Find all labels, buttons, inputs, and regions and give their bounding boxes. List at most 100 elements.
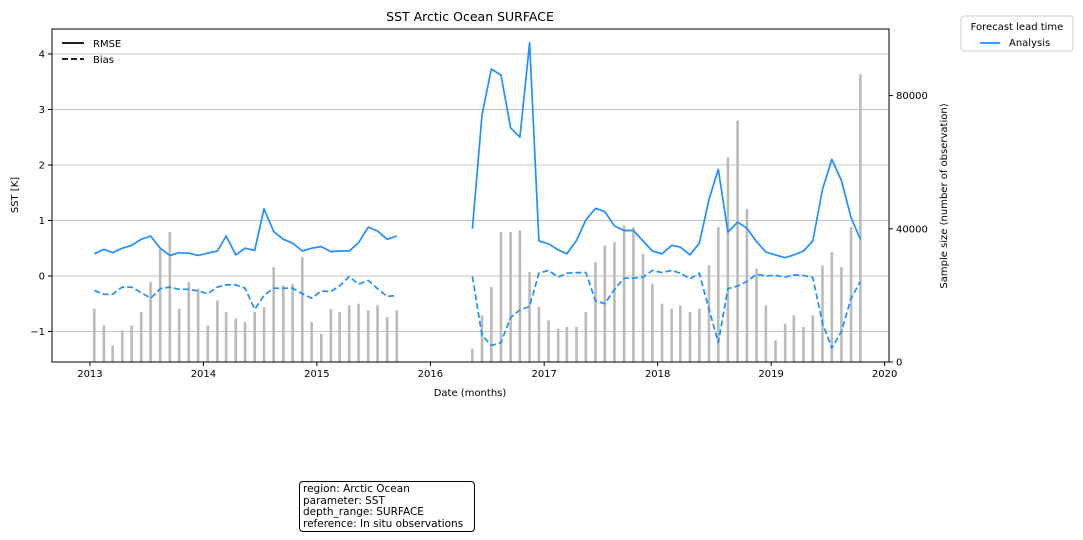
sample-size-bar (859, 73, 862, 362)
sample-size-bar (792, 315, 796, 362)
sample-size-bar (783, 323, 787, 362)
sample-size-bar (234, 318, 238, 362)
x-tick-label: 2018 (645, 369, 670, 380)
sample-size-bar (821, 265, 824, 362)
sample-size-bar (480, 315, 484, 362)
sample-size-bar (385, 317, 389, 362)
rmse-line (93, 207, 398, 257)
sample-size-bar (698, 308, 701, 362)
style-legend: RMSE Bias (62, 39, 121, 66)
sample-size-bar (187, 282, 191, 362)
y-axis-ticks: −1 0 1 2 3 4 (30, 49, 52, 338)
x-tick-label: 2014 (191, 369, 216, 380)
sample-size-bar (509, 232, 512, 362)
sample-size-bar (158, 248, 162, 362)
sample-size-bar (811, 315, 815, 362)
sample-size-bar (224, 312, 228, 362)
bias-line (471, 269, 862, 349)
sample-size-bar (707, 265, 711, 362)
sample-size-bar (300, 257, 304, 362)
y-tick-label: 4 (39, 49, 45, 60)
sample-size-bar (528, 272, 531, 362)
sample-size-bar (717, 227, 720, 362)
sample-size-bar (641, 253, 645, 362)
sample-size-bar (291, 283, 294, 362)
sample-size-bar (216, 300, 219, 362)
sample-size-bar (366, 310, 370, 362)
sample-size-bar (670, 308, 673, 362)
x-tick-label: 2016 (418, 369, 443, 380)
x-tick-label: 2020 (872, 369, 897, 380)
sample-size-bar (347, 305, 351, 362)
sample-size-bar (764, 305, 768, 362)
sample-size-bar (830, 252, 834, 362)
sample-size-bar (726, 157, 730, 362)
y-tick-label: 1 (39, 216, 45, 227)
sample-size-bar (660, 303, 664, 362)
y-tick-label: 3 (39, 105, 45, 116)
plot-frame (51, 28, 890, 363)
y-tick-label: 0 (39, 271, 45, 282)
sample-size-bar (120, 330, 124, 362)
rmse-line (471, 42, 862, 259)
info-parameter: parameter: SST (303, 494, 385, 507)
y-tick-label: −1 (30, 327, 45, 338)
sample-size-bar (736, 120, 739, 362)
sample-size-bar (490, 287, 493, 362)
info-region: region: Arctic Ocean (303, 483, 410, 495)
x-tick-label: 2015 (304, 369, 329, 380)
sample-size-bar (537, 307, 541, 362)
sample-size-bar (102, 325, 106, 362)
sample-size-bar (395, 310, 399, 362)
sample-size-bar (92, 308, 96, 362)
sample-size-bar (622, 225, 626, 362)
sample-size-bar (745, 208, 749, 362)
sample-size-bar (651, 283, 654, 362)
series-lines (93, 42, 862, 349)
info-box: region: Arctic Ocean parameter: SST dept… (299, 481, 475, 532)
sample-size-bar (282, 285, 285, 362)
sample-size-bar (149, 282, 152, 362)
x-axis-label: Date (months) (434, 388, 507, 399)
sample-size-bar (329, 308, 333, 362)
x-tick-label: 2017 (531, 369, 556, 380)
sample-size-bar (565, 327, 569, 362)
sample-size-bar (575, 327, 578, 362)
y2-axis-label: Sample size (number of observation) (939, 103, 950, 288)
sample-size-bar (688, 312, 692, 362)
info-depth-range: depth_range: SURFACE (303, 506, 424, 518)
legend-analysis-label: Analysis (1009, 38, 1050, 49)
y2-axis-ticks: 0 40000 80000 (889, 91, 928, 369)
sample-size-bar (262, 307, 266, 362)
sample-size-bar (310, 322, 313, 362)
sample-size-bar (584, 312, 588, 362)
sample-size-bar (206, 325, 210, 362)
sample-size-bar (253, 312, 257, 362)
sample-size-bar (177, 308, 181, 362)
sample-size-bar (547, 320, 550, 362)
sample-size-bar (272, 267, 275, 362)
sample-size-bar (376, 305, 379, 362)
sample-size-bar (130, 325, 133, 362)
chart-title: SST Arctic Ocean SURFACE (386, 9, 554, 24)
y-tick-label: 2 (39, 160, 45, 171)
sample-size-bar (613, 242, 616, 362)
series-legend: Forecast lead time Analysis (960, 15, 1074, 52)
sample-size-bar (594, 262, 597, 362)
bias-line (93, 275, 397, 311)
info-reference: reference: In situ observations (303, 517, 464, 530)
y2-tick-label: 40000 (896, 224, 928, 235)
y2-tick-label: 80000 (896, 91, 928, 102)
sample-size-bar (499, 232, 503, 362)
sample-size-bar (518, 230, 522, 362)
sample-size-bar (471, 348, 474, 362)
sample-size-bars (92, 73, 862, 362)
x-tick-label: 2019 (758, 369, 783, 380)
sample-size-bar (840, 267, 843, 362)
sample-size-bar (357, 303, 360, 362)
sample-size-bar (111, 345, 114, 362)
series-legend-title: Forecast lead time (971, 22, 1064, 33)
x-axis-ticks: 2013 2014 2015 2016 2017 2018 2019 2020 (77, 362, 897, 380)
sample-size-bar (755, 268, 758, 362)
